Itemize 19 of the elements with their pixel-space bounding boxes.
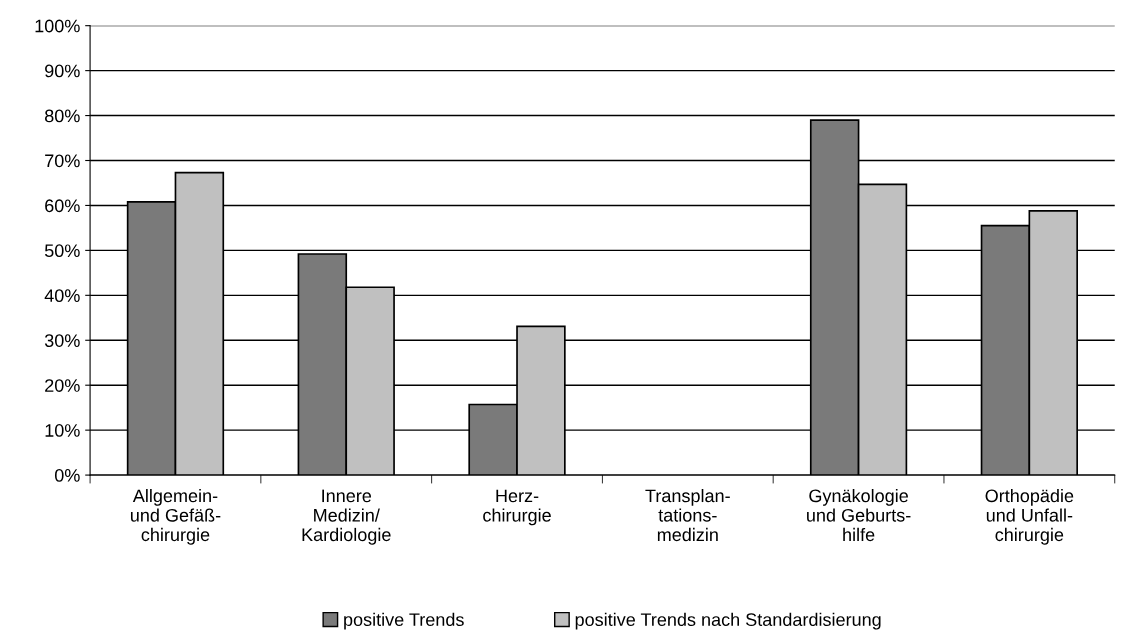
x-tick-label: Allgemein- und Gefäß- chirurgie	[130, 488, 221, 545]
y-tick-label: 10%	[45, 424, 80, 437]
y-tick-label: 100%	[35, 19, 80, 33]
legend-label: positive Trends nach Standardisierung	[575, 612, 881, 630]
legend-label: positive Trends	[344, 612, 464, 630]
y-tick-label: 60%	[45, 199, 80, 213]
y-tick-label: 80%	[45, 109, 80, 123]
x-tick-label: Innere Medizin/ Kardiologie	[302, 489, 391, 545]
y-tick-label: 20%	[45, 379, 80, 392]
y-tick-label: 90%	[45, 64, 80, 78]
x-tick-label: Orthopädie und Unfall- chirurgie	[985, 488, 1074, 545]
x-tick-label: Transplan- tations- medizin	[645, 488, 730, 542]
y-tick-label: 30%	[44, 334, 80, 347]
x-tick-label: Herz- chirurgie	[483, 489, 551, 526]
y-tick-label: 70%	[45, 154, 80, 168]
x-tick-label: Gynäkologie und Geburts- hilfe	[807, 488, 911, 542]
y-tick-label: 40%	[44, 289, 80, 303]
y-tick-label: 0%	[54, 469, 80, 482]
y-tick-label: 50%	[44, 244, 80, 258]
